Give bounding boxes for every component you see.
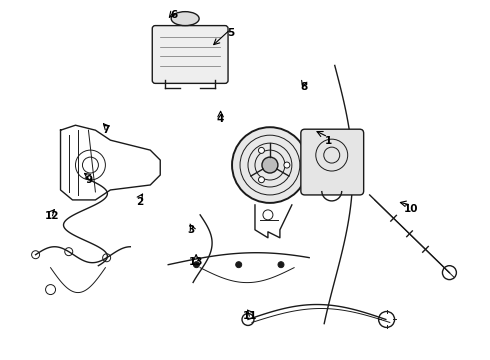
Circle shape <box>236 262 242 268</box>
Ellipse shape <box>171 12 199 26</box>
Text: 5: 5 <box>227 28 234 38</box>
Text: 11: 11 <box>243 311 257 321</box>
Circle shape <box>258 147 265 153</box>
Circle shape <box>284 162 290 168</box>
Circle shape <box>232 127 308 203</box>
Text: 3: 3 <box>188 225 195 235</box>
Text: 7: 7 <box>102 125 109 135</box>
Circle shape <box>262 157 278 173</box>
Text: 9: 9 <box>85 175 92 185</box>
Text: 13: 13 <box>189 257 203 267</box>
Text: 10: 10 <box>404 204 418 214</box>
Circle shape <box>194 262 199 268</box>
FancyBboxPatch shape <box>152 26 228 84</box>
Text: 8: 8 <box>300 82 307 92</box>
Text: 4: 4 <box>217 114 224 124</box>
Text: 6: 6 <box>171 10 178 20</box>
FancyBboxPatch shape <box>301 129 364 195</box>
Text: 2: 2 <box>136 197 144 207</box>
Circle shape <box>278 262 284 268</box>
Circle shape <box>258 177 265 183</box>
Text: 1: 1 <box>324 136 332 145</box>
Text: 12: 12 <box>45 211 59 221</box>
